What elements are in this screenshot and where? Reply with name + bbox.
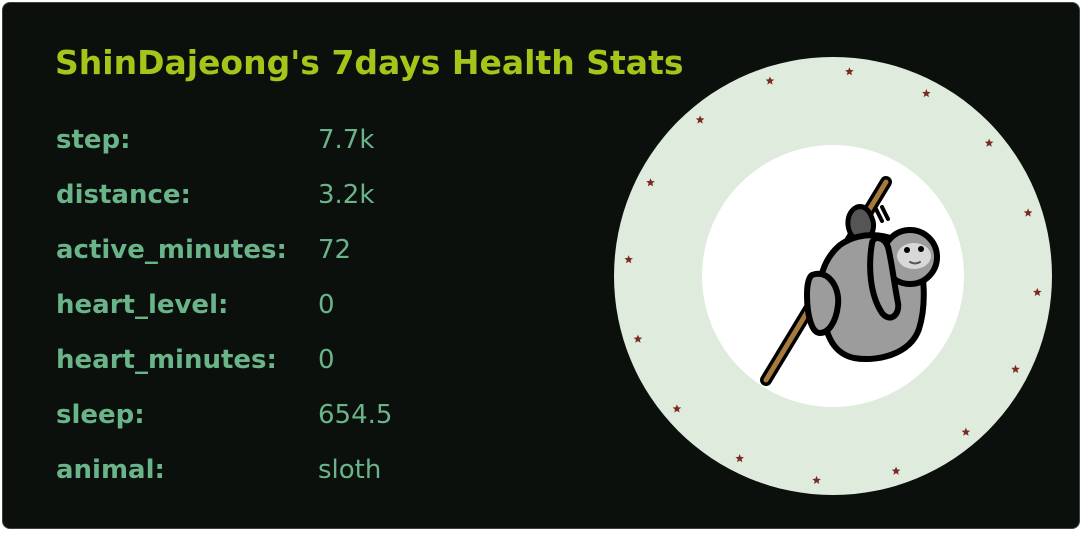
stat-row-step: step: 7.7k (56, 113, 576, 168)
stat-value: 0 (318, 290, 335, 320)
stat-row-heart-level: heart_level: 0 (56, 278, 576, 333)
star-icon (695, 115, 705, 124)
stat-label: sleep: (56, 400, 145, 430)
star-icon (624, 255, 633, 264)
stat-row-sleep: sleep: 654.5 (56, 388, 576, 443)
stat-label: active_minutes: (56, 235, 287, 265)
stat-label: heart_level: (56, 290, 229, 320)
stats-list: step: 7.7k distance: 3.2k active_minutes… (56, 113, 576, 498)
card-title: ShinDajeong's 7days Health Stats (55, 43, 684, 82)
stat-row-active-minutes: active_minutes: 72 (56, 223, 576, 278)
stat-row-distance: distance: 3.2k (56, 168, 576, 223)
star-icon (891, 466, 901, 475)
stat-value: 72 (318, 235, 352, 265)
star-icon (1033, 287, 1042, 296)
stat-label: animal: (56, 455, 165, 485)
animal-badge (614, 57, 1052, 495)
stat-value: 0 (318, 345, 335, 375)
star-icon (961, 427, 971, 436)
stat-label: distance: (56, 180, 191, 210)
stat-label: heart_minutes: (56, 345, 277, 375)
star-icon (1023, 208, 1033, 217)
star-icon (845, 67, 854, 76)
star-icon (812, 475, 821, 484)
star-icon (984, 138, 994, 147)
star-icon (633, 334, 643, 343)
star-icon (735, 454, 744, 463)
star-icon (922, 89, 931, 98)
stat-value: sloth (318, 455, 382, 485)
star-icon (672, 404, 682, 413)
star-icon (765, 76, 775, 85)
stat-value: 654.5 (318, 400, 393, 430)
stat-value: 3.2k (318, 180, 375, 210)
sloth-icon (760, 176, 940, 386)
star-icon (646, 178, 655, 187)
star-icon (1011, 364, 1020, 373)
stat-value: 7.7k (318, 125, 375, 155)
stat-label: step: (56, 125, 131, 155)
stat-row-animal: animal: sloth (56, 443, 576, 498)
stat-row-heart-minutes: heart_minutes: 0 (56, 333, 576, 388)
star-ring (624, 67, 1042, 484)
